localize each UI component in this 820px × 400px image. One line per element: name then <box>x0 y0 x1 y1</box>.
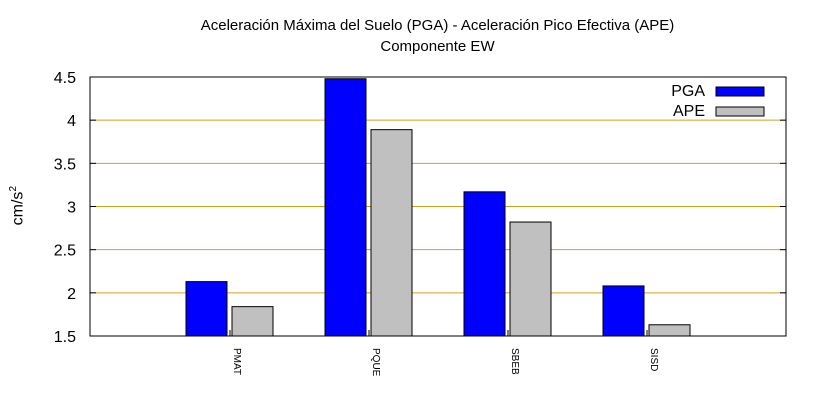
x-tick-label: SISD <box>648 348 659 371</box>
x-tick-label: SBEB <box>509 348 520 375</box>
bar-ape-sisd <box>648 324 691 337</box>
legend-swatch-ape <box>715 106 765 117</box>
chart-subtitle: Componente EW <box>380 38 495 55</box>
bar-ape-sbeb <box>509 221 552 337</box>
y-tick-label: 2 <box>67 286 76 303</box>
bar-pga-pque <box>324 78 367 337</box>
bar-pga-pmat <box>185 281 228 337</box>
bar-pga-sbeb <box>463 191 506 337</box>
bar-ape-pmat <box>231 306 274 337</box>
legend-label-pga: PGA <box>671 83 705 100</box>
y-tick-label: 1.5 <box>54 329 76 346</box>
y-tick-label: 2.5 <box>54 243 76 260</box>
bar-pga-sisd <box>602 285 645 337</box>
x-tick-label: PMAT <box>231 348 242 375</box>
x-tick-label: PQUE <box>370 348 381 377</box>
legend-swatch-pga <box>715 86 765 97</box>
y-tick-label: 3.5 <box>54 156 76 173</box>
y-tick-label: 4.5 <box>54 70 76 87</box>
bar-ape-pque <box>370 129 413 337</box>
y-tick-label: 4 <box>67 113 76 130</box>
plot-frame <box>89 76 787 337</box>
y-tick-label: 3 <box>67 200 76 217</box>
legend-label-ape: APE <box>673 103 705 120</box>
chart-title: Aceleración Máxima del Suelo (PGA) - Ace… <box>200 17 675 34</box>
